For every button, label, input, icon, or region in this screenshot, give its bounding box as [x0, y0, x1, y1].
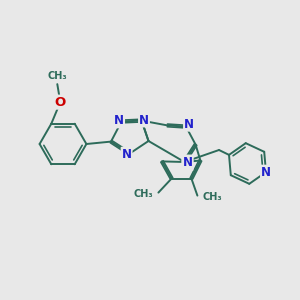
Text: N: N — [114, 114, 124, 128]
Text: O: O — [55, 96, 66, 109]
Text: CH₃: CH₃ — [203, 192, 222, 202]
Text: N: N — [139, 113, 149, 127]
Text: N: N — [184, 118, 194, 131]
Text: N: N — [182, 155, 193, 169]
Text: CH₃: CH₃ — [47, 70, 67, 80]
Text: CH₃: CH₃ — [134, 189, 153, 199]
Text: N: N — [122, 148, 132, 161]
Text: N: N — [182, 157, 193, 170]
Text: N: N — [261, 166, 271, 178]
